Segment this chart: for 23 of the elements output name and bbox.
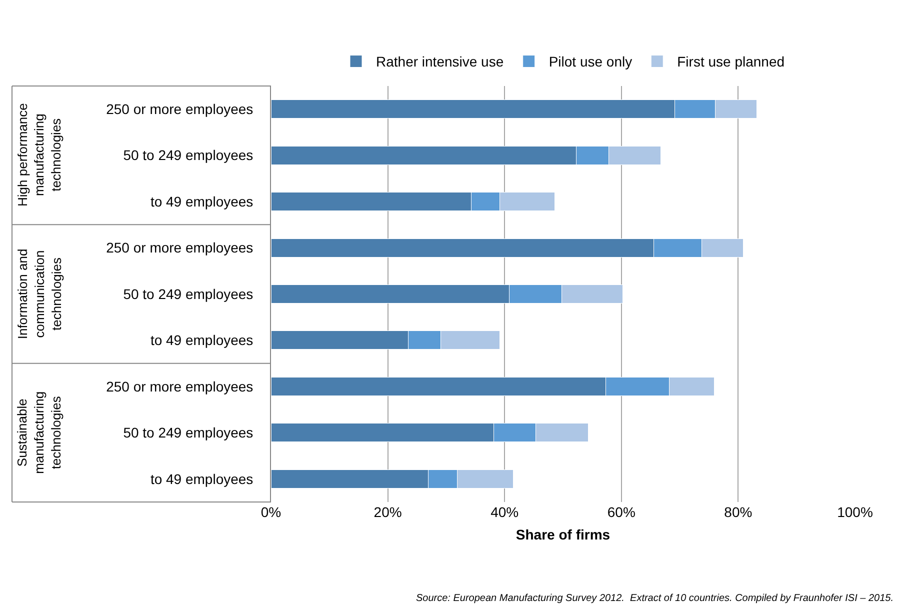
y-tick-label: 50 to 249 employees — [123, 286, 254, 302]
y-tick-label: 50 to 249 employees — [123, 424, 254, 441]
text: Sustainable manufacturing technologies — [14, 391, 64, 474]
legend-label: Rather intensive use — [376, 54, 504, 70]
x-tick-label: 40% — [490, 504, 519, 520]
y-tick-label: to 49 employees — [150, 332, 254, 348]
legend-label: First use planned — [677, 54, 785, 70]
y-tick-label: 250 or more employees — [106, 378, 254, 394]
x-tick-label: 80% — [724, 504, 752, 520]
text: Information and communication technologies — [15, 248, 64, 340]
y-tick-label: 50 to 249 employees — [123, 147, 254, 164]
y-tick-label: to 49 employees — [150, 470, 254, 487]
source-note: Source: European Manufacturing Survey 2012. Extract of 10 countries. Compiled by Fraunhofer ISI – 2015. — [416, 593, 894, 604]
x-tick-label: 100% — [837, 504, 873, 520]
legend-label: Pilot use only — [548, 54, 632, 70]
x-axis-title: Share of firms — [516, 526, 610, 542]
x-tick-label: 20% — [374, 504, 402, 520]
x-tick-label: 60% — [607, 504, 636, 520]
x-tick-label: 0% — [260, 504, 282, 520]
text: High performance manufacturing technologies — [14, 103, 64, 206]
y-tick-label: 250 or more employees — [106, 240, 254, 256]
y-tick-label: to 49 employees — [150, 193, 254, 210]
y-tick-label: 250 or more employees — [106, 101, 254, 118]
